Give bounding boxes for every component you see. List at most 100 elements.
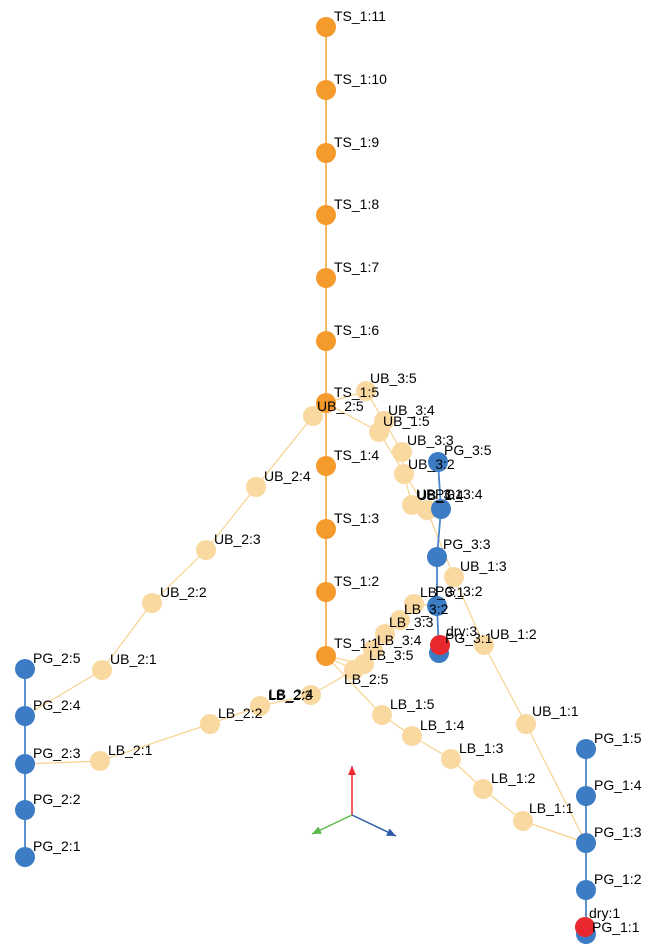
node-lb-1-1[interactable] [513, 811, 533, 831]
node-label-ts-1-7: TS_1:7 [334, 259, 379, 275]
node-pg-1-2[interactable] [576, 880, 596, 900]
node-label-lb-3-1: LB_3:1 [420, 584, 465, 600]
node-label-ub-3-4: UB_3:4 [388, 402, 435, 418]
node-ub-2-1[interactable] [92, 660, 112, 680]
node-pg-2-2[interactable] [15, 800, 35, 820]
node-ts-1-9[interactable] [316, 143, 336, 163]
node-ts-1-8[interactable] [316, 205, 336, 225]
node-ub-1-3[interactable] [444, 567, 464, 587]
node-pg-3-2[interactable] [427, 596, 447, 616]
node-label-ts-1-6: TS_1:6 [334, 322, 379, 338]
node-dry-1[interactable] [575, 917, 595, 937]
node-ub-1-1[interactable] [516, 714, 536, 734]
node-label-pg-2-4: PG_2:4 [33, 697, 81, 713]
node-pg-3-4[interactable] [431, 499, 451, 519]
node-label-ub-2-1: UB_2:1 [110, 651, 157, 667]
node-label-pg-1-3: PG_1:3 [594, 824, 642, 840]
node-lb-1-2[interactable] [473, 779, 493, 799]
edge-ub-1-3-to-ub-1-2 [453, 576, 485, 646]
node-ub-2-5[interactable] [303, 406, 323, 426]
node-lb-2-4[interactable] [301, 685, 321, 705]
node-label-pg-1-1: PG_1:1 [592, 919, 640, 935]
node-pg-1-3[interactable] [576, 833, 596, 853]
node-lb-3-1[interactable] [404, 594, 424, 614]
node-label-ts-1-3: TS_1:3 [334, 510, 379, 526]
edge-lb-2-2-to-lb-2-1 [99, 723, 211, 762]
node-ts-1-4[interactable] [316, 456, 336, 476]
node-label-ts-1-2: TS_1:2 [334, 573, 379, 589]
node-ub-3-5[interactable] [356, 381, 376, 401]
axis-y-arrow[interactable] [311, 814, 353, 835]
edge-ub-1-2-to-ub-1-1 [483, 644, 527, 725]
node-label-lb-1-3: LB_1:3 [459, 740, 504, 756]
node-label-lb-1-4: LB_1:4 [420, 717, 465, 733]
node-lb-1-5[interactable] [372, 705, 392, 725]
node-label-lb-1-5: LB_1:5 [390, 696, 435, 712]
node-label-ts-1-8: TS_1:8 [334, 196, 379, 212]
node-dry-3[interactable] [430, 635, 450, 655]
node-ub-3-3[interactable] [392, 442, 412, 462]
node-pg-2-5[interactable] [15, 659, 35, 679]
node-label-pg-3-1: PG_3:1 [445, 630, 493, 646]
node-ts-1-2[interactable] [316, 582, 336, 602]
node-ub-2-3[interactable] [196, 540, 216, 560]
node-lb-1-4[interactable] [402, 726, 422, 746]
node-label-lb-3-3: LB_3:3 [389, 614, 434, 630]
node-label-ts-1-5: TS_1:5 [334, 384, 379, 400]
node-label-pg-2-1: PG_2:1 [33, 838, 81, 854]
node-pg-2-3[interactable] [15, 754, 35, 774]
node-pg-2-4[interactable] [15, 706, 35, 726]
node-pg-1-5[interactable] [576, 739, 596, 759]
node-ub-2-2[interactable] [142, 593, 162, 613]
node-label-lb-2-4: LB_2:4 [269, 686, 314, 702]
node-ts-1-10[interactable] [316, 80, 336, 100]
node-ub-2-4[interactable] [246, 477, 266, 497]
node-ub-1-2[interactable] [474, 635, 494, 655]
node-label-pg-3-3: PG_3:3 [443, 536, 491, 552]
node-ts-1-7[interactable] [316, 268, 336, 288]
node-lb-2-2[interactable] [200, 714, 220, 734]
node-label-ts-1-9: TS_1:9 [334, 134, 379, 150]
nodes-layer [15, 17, 596, 944]
node-lb-2-3[interactable] [250, 696, 270, 716]
node-ts-1-3[interactable] [316, 519, 336, 539]
node-ts-1-11[interactable] [316, 17, 336, 37]
node-lb-3-3[interactable] [375, 624, 395, 644]
node-lb-3-2[interactable] [390, 610, 410, 630]
node-lb-2-1[interactable] [90, 751, 110, 771]
axis-x-arrow[interactable] [351, 814, 397, 837]
node-pg-1-4[interactable] [576, 786, 596, 806]
node-ub-1-5[interactable] [369, 422, 389, 442]
node-label-ub-3-5: UB_3:5 [370, 370, 417, 386]
node-label-ub-2-2: UB_2:2 [160, 584, 207, 600]
node-pg-2-1[interactable] [15, 847, 35, 867]
node-label-lb-2-1: LB_2:1 [108, 742, 153, 758]
node-ub-3-2[interactable] [394, 464, 414, 484]
node-label-ub-1-5: UB_1:5 [383, 413, 430, 429]
node-label-lb-3-4: LB_3:4 [377, 632, 422, 648]
node-lb-1-3[interactable] [441, 749, 461, 769]
node-label-pg-2-2: PG_2:2 [33, 791, 81, 807]
node-ts-1-1[interactable] [316, 646, 336, 666]
node-lb-3-4[interactable] [363, 640, 383, 660]
edge-ub-1-1-to-pg-1-3 [525, 723, 587, 844]
node-pg-3-3[interactable] [427, 547, 447, 567]
node-ts-1-5[interactable] [316, 393, 336, 413]
node-pg-3-5[interactable] [428, 452, 448, 472]
axis-z-arrow[interactable] [348, 766, 356, 815]
edge-ts-1-1-to-lb-1-5 [325, 655, 383, 716]
edge-ub-2-4-to-ub-2-3 [205, 486, 257, 551]
axis-gizmo[interactable] [311, 766, 397, 837]
node-label-ub-2-3: UB_2:3 [214, 531, 261, 547]
node-label-lb-2-2: LB_2:2 [218, 705, 263, 721]
node-label-ts-1-1: TS_1:1 [334, 635, 379, 651]
node-label-pg-2-5: PG_2:5 [33, 650, 81, 666]
node-label-ub-3-2: UB_3:2 [408, 456, 455, 472]
node-label-ub-3-1: UB_3:1 [416, 486, 463, 502]
edge-ub-2-3-to-ub-2-2 [151, 549, 207, 604]
node-label-ub-2-5: UB_2:5 [317, 398, 364, 414]
node-ts-1-6[interactable] [316, 331, 336, 351]
node-label-pg-1-2: PG_1:2 [594, 871, 642, 887]
